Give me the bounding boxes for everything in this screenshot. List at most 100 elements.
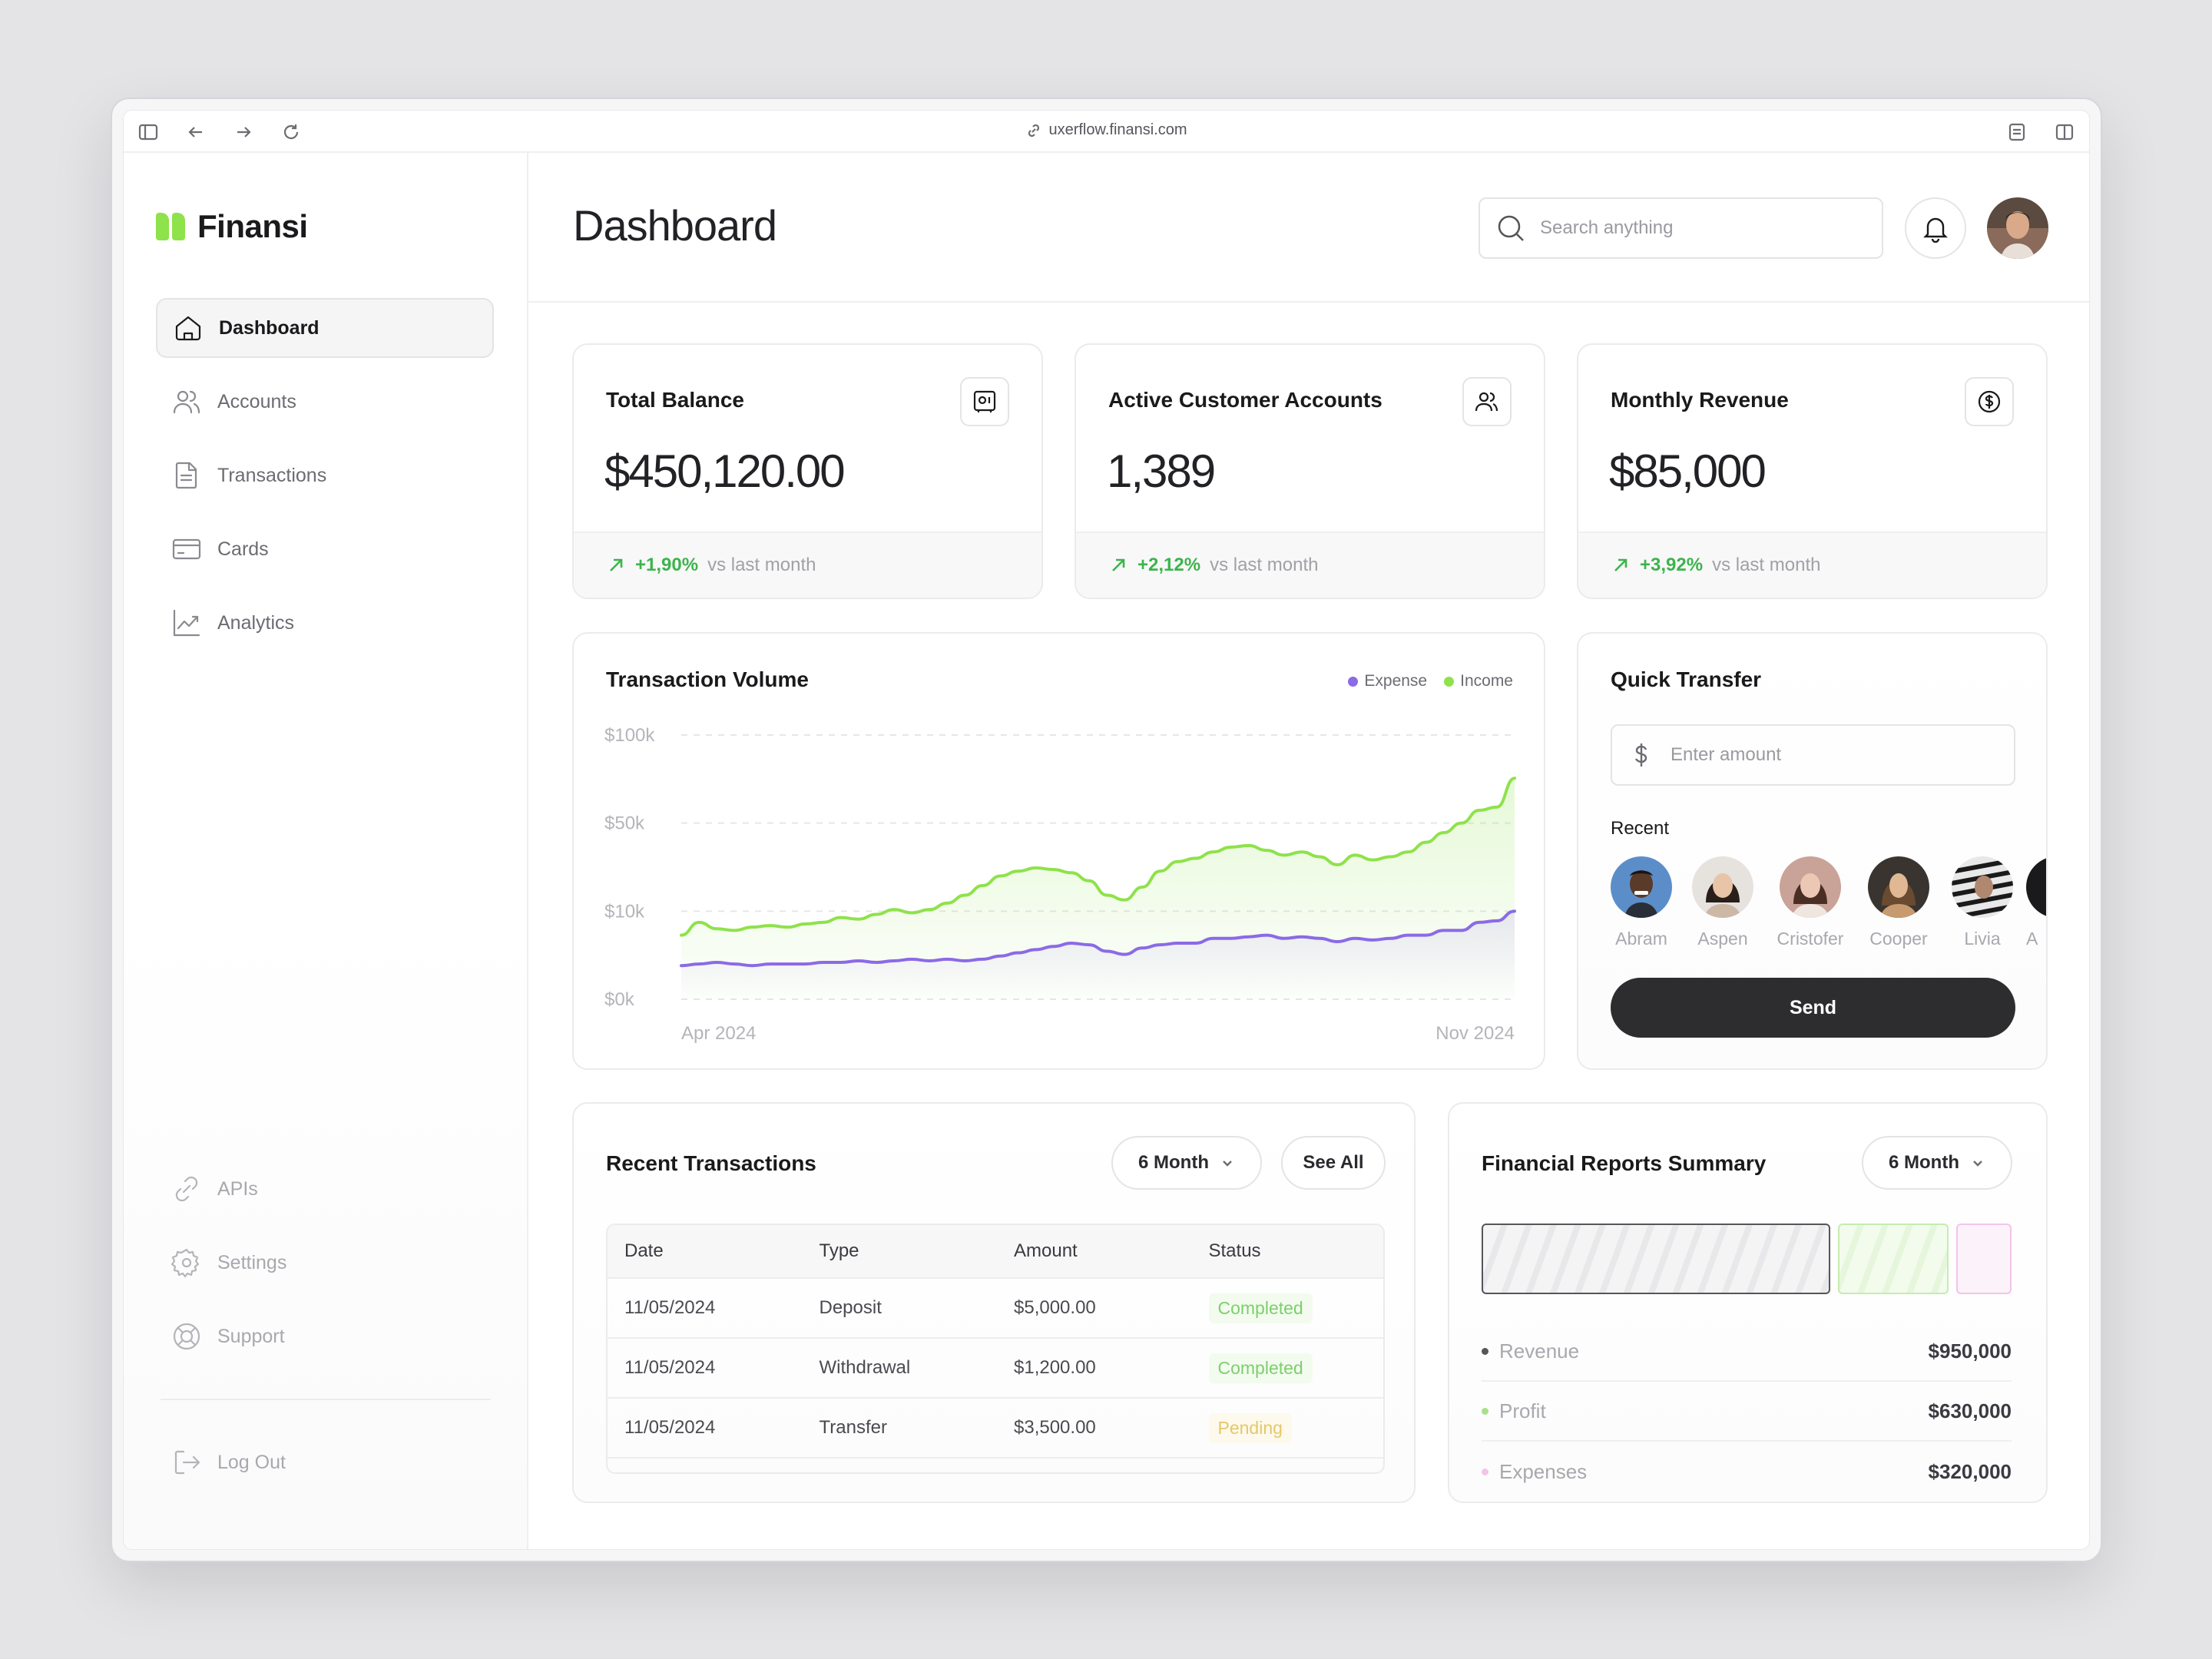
contact-name: Aspen (1697, 929, 1748, 949)
cell-amount: $1,200.00 (1014, 1357, 1096, 1378)
home-icon (175, 316, 201, 341)
transaction-volume-card: $100k $50k $10k $0k Apr 2024 Nov 2024 Transac… (572, 632, 1545, 1070)
link-icon (1028, 124, 1039, 137)
summary-row-revenue: Revenue $950,000 (1482, 1322, 2012, 1382)
arrow-up-right-icon (610, 558, 623, 571)
recent-label: Recent (1611, 818, 1670, 839)
stat-value: $85,000 (1609, 445, 1767, 497)
sidebar-item-transactions[interactable]: Transactions (156, 445, 494, 505)
sidebar-item-dashboard[interactable]: Dashboard (156, 298, 494, 358)
search-input[interactable]: Search anything (1479, 197, 1883, 259)
column-header: Status (1208, 1240, 1261, 1261)
contact-name: Livia (1964, 929, 2001, 949)
avatar[interactable] (1987, 197, 2048, 259)
sidebar-item-support[interactable]: Support (156, 1306, 494, 1366)
contact-livia[interactable]: Livia (1948, 856, 2017, 949)
sidebar-item-cards[interactable]: Cards (156, 519, 494, 579)
table-row-partial (608, 1459, 1383, 1472)
summary-period-dropdown[interactable]: 6 Month (1862, 1136, 2012, 1190)
page-header: Dashboard Search anything (528, 153, 2089, 303)
sidebar-item-analytics[interactable]: Analytics (156, 593, 494, 653)
table-row[interactable]: 11/05/2024 Deposit $5,000.00 Completed (608, 1279, 1383, 1339)
dollar-circle-icon[interactable] (1965, 377, 2014, 426)
sidebar: Finansi Dashboard Accounts Transactions … (124, 153, 528, 1549)
users-icon (173, 390, 200, 414)
stat-change: +1,90% (635, 555, 699, 575)
summary-value: $320,000 (1928, 1459, 2012, 1483)
sidebar-item-label: Analytics (217, 611, 295, 634)
legend-expense: Expense (1348, 672, 1427, 690)
amount-input[interactable]: Enter amount (1611, 724, 2015, 786)
document-icon (175, 462, 197, 489)
cell-date: 11/05/2024 (624, 1417, 716, 1438)
contact-abram[interactable]: Abram (1607, 856, 1676, 949)
cell-type: Transfer (819, 1417, 887, 1438)
forward-arrow-icon[interactable] (233, 121, 254, 143)
period-label: 6 Month (1138, 1152, 1209, 1173)
back-arrow-icon[interactable] (185, 121, 207, 143)
column-header: Amount (1014, 1240, 1078, 1261)
sidebar-item-label: Settings (217, 1251, 287, 1273)
contact-cristofer[interactable]: Cristofer (1776, 856, 1845, 949)
summary-label: Expenses (1499, 1459, 1588, 1483)
arrow-up-right-icon (1112, 558, 1125, 571)
status-badge: Completed (1208, 1293, 1313, 1323)
stat-compare: vs last month (707, 555, 816, 575)
contact-partial[interactable]: A (2026, 856, 2046, 949)
safe-icon[interactable] (960, 377, 1009, 426)
y-tick-label: $0k (604, 989, 635, 1010)
table-row[interactable]: 11/05/2024 Transfer $3,500.00 Pending (608, 1399, 1383, 1459)
recent-transactions-card: Recent Transactions 6 Month See All Date… (572, 1102, 1416, 1503)
contact-aspen[interactable]: Aspen (1688, 856, 1757, 949)
period-label: 6 Month (1889, 1152, 1959, 1173)
credit-card-icon (172, 538, 201, 560)
x-tick-label: Apr 2024 (681, 1023, 756, 1044)
chart-title: Transaction Volume (606, 667, 809, 691)
recent-transactions-title: Recent Transactions (606, 1151, 816, 1175)
lifebuoy-icon (173, 1323, 200, 1350)
logout-icon (174, 1450, 200, 1475)
summary-label: Revenue (1499, 1339, 1580, 1363)
table-row[interactable]: 11/05/2024 Withdrawal $1,200.00 Complete… (608, 1339, 1383, 1399)
see-all-button[interactable]: See All (1281, 1136, 1386, 1190)
contact-cooper[interactable]: Cooper (1864, 856, 1933, 949)
browser-window: uxerflow.finansi.com Finansi Dashboard A… (111, 98, 2102, 1562)
expenses-bar (1956, 1224, 2012, 1294)
summary-row-profit: Profit $630,000 (1482, 1382, 2012, 1442)
sidebar-item-accounts[interactable]: Accounts (156, 372, 494, 432)
sidebar-toggle-icon[interactable] (137, 121, 159, 143)
y-tick-label: $100k (604, 725, 655, 746)
chevron-down-icon (1223, 1161, 1232, 1167)
sidebar-item-label: Support (217, 1325, 285, 1347)
column-header: Type (819, 1240, 859, 1261)
avatar (1868, 856, 1929, 918)
link-icon (175, 1176, 198, 1202)
page-title: Dashboard (573, 201, 777, 250)
cell-type: Withdrawal (819, 1357, 911, 1378)
expenses-dot-icon (1482, 1468, 1488, 1475)
arrow-up-right-icon (1614, 558, 1628, 571)
period-dropdown[interactable]: 6 Month (1111, 1136, 1262, 1190)
reader-icon[interactable] (2006, 121, 2028, 143)
sidebar-item-label: Dashboard (219, 316, 320, 339)
logout-button[interactable]: Log Out (156, 1432, 494, 1492)
sidebar-item-apis[interactable]: APIs (156, 1159, 494, 1219)
stat-footer: +3,92% vs last month (1578, 531, 2046, 598)
legend-income: Income (1444, 672, 1513, 690)
y-tick-label: $10k (604, 901, 645, 922)
revenue-dot-icon (1482, 1347, 1488, 1355)
send-button[interactable]: Send (1611, 978, 2015, 1038)
y-tick-label: $50k (604, 813, 645, 834)
split-view-icon[interactable] (2054, 121, 2075, 143)
address-bar[interactable]: uxerflow.finansi.com (1025, 121, 1187, 139)
sidebar-item-settings[interactable]: Settings (156, 1233, 494, 1293)
cell-amount: $5,000.00 (1014, 1297, 1096, 1318)
sidebar-item-label: Accounts (217, 390, 296, 412)
notification-button[interactable] (1905, 197, 1966, 259)
sidebar-item-label: Cards (217, 538, 269, 560)
reload-icon[interactable] (280, 121, 302, 143)
summary-row-expenses: Expenses $320,000 (1482, 1442, 2012, 1502)
users-icon[interactable] (1462, 377, 1512, 426)
stat-change: +2,12% (1137, 555, 1201, 575)
app-logo[interactable]: Finansi (156, 208, 308, 245)
